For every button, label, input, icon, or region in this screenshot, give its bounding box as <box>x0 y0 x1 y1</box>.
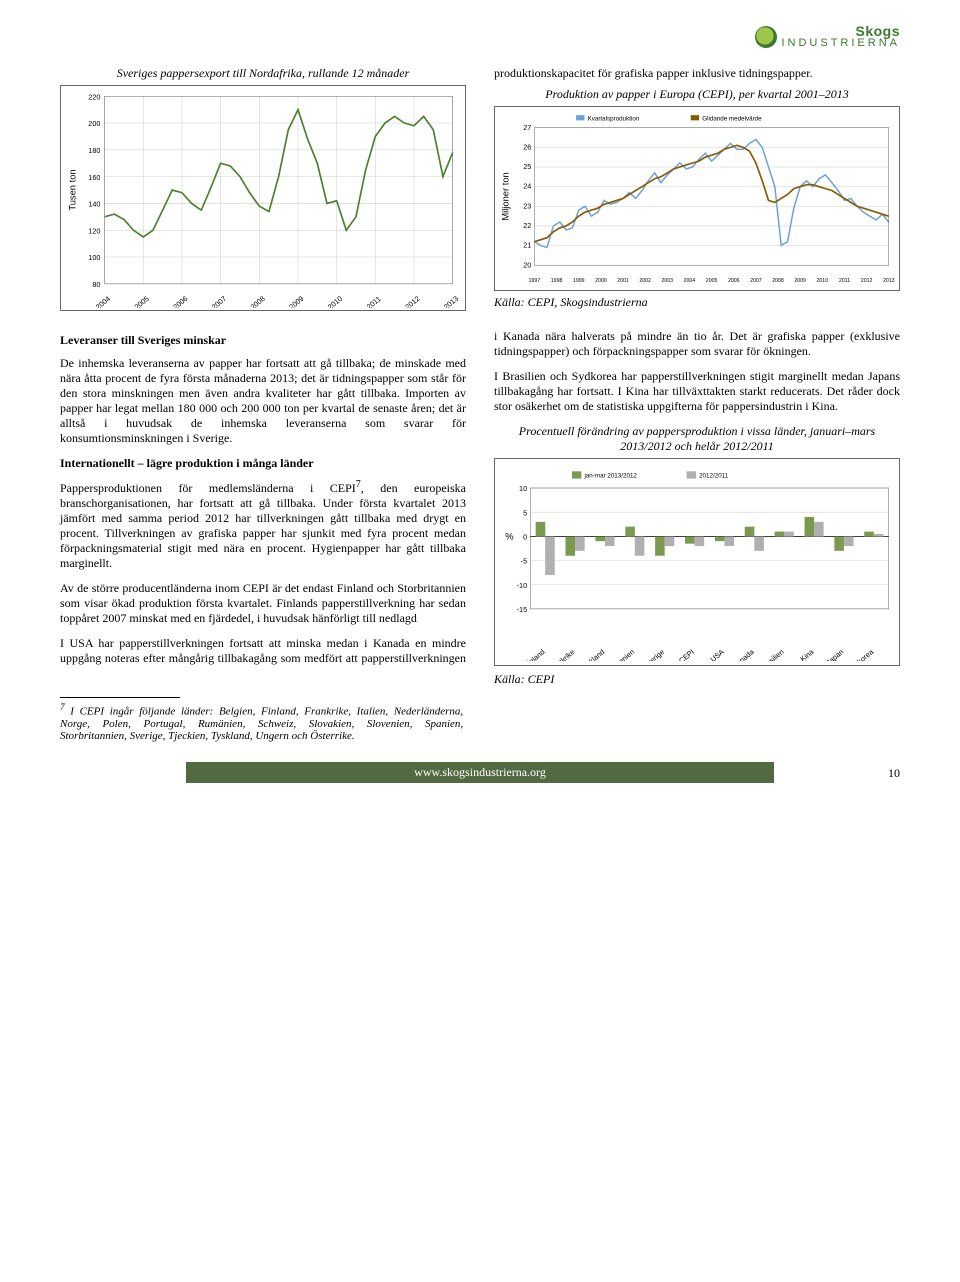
svg-text:2000: 2000 <box>595 277 607 283</box>
footnote-separator <box>60 697 180 698</box>
logo-icon <box>755 26 777 48</box>
svg-text:jan-mar 2013/2012: jan-mar 2013/2012 <box>583 473 637 480</box>
page-footer: www.skogsindustrierna.org 10 <box>60 762 900 783</box>
svg-text:Spanien: Spanien <box>610 648 636 662</box>
svg-text:160: 160 <box>88 172 100 181</box>
svg-text:1999: 1999 <box>573 277 585 283</box>
svg-text:2002: 2002 <box>639 277 651 283</box>
chart2-title: Produktion av papper i Europa (CEPI), pe… <box>494 87 900 102</box>
chart3-svg: -15 -10 -5 0 5 10% jan-mar 2013/2012 2012/2011 F… <box>499 463 895 661</box>
svg-text:Brasilien: Brasilien <box>758 648 785 662</box>
svg-text:25: 25 <box>523 162 531 171</box>
page-number: 10 <box>888 766 900 781</box>
intro-right-text: produktionskapacitet för grafiska papper… <box>494 66 900 81</box>
svg-text:200: 200 <box>88 119 100 128</box>
chart-export-nordafrika: Sveriges pappersexport till Nordafrika, … <box>60 66 466 312</box>
chart3-source: Källa: CEPI <box>494 672 900 687</box>
logo-text: SkogsINDUSTRIERNA <box>781 24 900 49</box>
body-columns: Leveranser till Sveriges minskar De inhe… <box>60 329 900 687</box>
top-charts-row: Sveriges pappersexport till Nordafrika, … <box>60 66 900 312</box>
svg-text:Totalt CEPI: Totalt CEPI <box>662 648 696 662</box>
svg-text:2011: 2011 <box>839 277 850 283</box>
svg-text:2008: 2008 <box>772 277 784 283</box>
right-top-column: produktionskapacitet för grafiska papper… <box>494 66 900 312</box>
svg-text:27: 27 <box>523 122 531 131</box>
svg-text:2007: 2007 <box>210 294 228 309</box>
svg-text:2009: 2009 <box>287 294 305 309</box>
svg-text:2012: 2012 <box>403 294 421 309</box>
svg-text:Finland: Finland <box>522 648 546 662</box>
svg-text:2013: 2013 <box>883 277 895 283</box>
heading-leveranser: Leveranser till Sveriges minskar <box>60 333 466 348</box>
svg-text:Tusen ton: Tusen ton <box>67 169 77 210</box>
svg-text:220: 220 <box>88 92 100 101</box>
footer-url: www.skogsindustrierna.org <box>186 762 774 783</box>
svg-text:24: 24 <box>523 181 531 190</box>
svg-text:2010: 2010 <box>817 277 829 283</box>
para-3: Av de större producentländerna inom CEPI… <box>60 581 466 626</box>
svg-text:Kanada: Kanada <box>731 647 757 661</box>
svg-text:120: 120 <box>88 226 100 235</box>
svg-text:2013: 2013 <box>442 294 460 309</box>
svg-text:21: 21 <box>523 240 531 249</box>
svg-text:-5: -5 <box>521 557 527 566</box>
svg-text:1997: 1997 <box>529 277 541 283</box>
svg-text:Sydkorea: Sydkorea <box>846 647 876 661</box>
svg-text:26: 26 <box>523 142 531 151</box>
svg-text:20: 20 <box>523 260 531 269</box>
chart1-svg: 80 100 120 140 160 180 200 220 2004 2005 2006 2007 2… <box>65 90 461 309</box>
svg-text:%: % <box>505 532 513 542</box>
svg-text:2008: 2008 <box>249 294 267 309</box>
svg-text:2004: 2004 <box>94 294 112 309</box>
svg-text:2005: 2005 <box>133 294 151 309</box>
svg-text:Miljoner ton: Miljoner ton <box>500 172 510 220</box>
heading-internationellt: Internationellt – lägre produktion i mån… <box>60 456 466 471</box>
svg-text:2007: 2007 <box>750 277 762 283</box>
svg-text:-10: -10 <box>517 581 528 590</box>
svg-text:Japan: Japan <box>824 648 845 662</box>
svg-text:2003: 2003 <box>662 277 674 283</box>
svg-text:2012: 2012 <box>861 277 873 283</box>
para-2: Pappersproduktionen för medlemsländerna … <box>60 479 466 571</box>
svg-text:2010: 2010 <box>326 294 344 309</box>
svg-text:2011: 2011 <box>365 294 383 309</box>
svg-text:2009: 2009 <box>794 277 806 283</box>
svg-text:10: 10 <box>519 484 527 493</box>
svg-text:2004: 2004 <box>684 277 696 283</box>
svg-text:23: 23 <box>523 201 531 210</box>
svg-text:Frankrike: Frankrike <box>547 648 576 662</box>
chart3-title: Procentuell förändring av pappersprodukt… <box>494 424 900 454</box>
svg-text:2006: 2006 <box>171 294 189 309</box>
svg-text:2001: 2001 <box>617 277 629 283</box>
svg-text:Kina: Kina <box>798 647 816 661</box>
svg-text:-15: -15 <box>517 605 528 614</box>
svg-text:0: 0 <box>523 533 527 542</box>
para-1: De inhemska leveranserna av papper har f… <box>60 356 466 446</box>
svg-text:Glidande medelvärde: Glidande medelvärde <box>702 115 762 122</box>
svg-text:140: 140 <box>88 199 100 208</box>
svg-text:180: 180 <box>88 145 100 154</box>
chart2-source: Källa: CEPI, Skogsindustrierna <box>494 295 900 310</box>
svg-text:USA: USA <box>708 648 725 662</box>
svg-text:100: 100 <box>88 253 100 262</box>
svg-text:5: 5 <box>523 509 527 518</box>
chart1-title: Sveriges pappersexport till Nordafrika, … <box>60 66 466 81</box>
svg-text:Tyskland: Tyskland <box>578 648 606 662</box>
svg-text:1998: 1998 <box>551 277 563 283</box>
svg-text:Sverige: Sverige <box>641 648 666 662</box>
svg-text:80: 80 <box>92 279 100 288</box>
svg-text:Kvartalsproduktion: Kvartalsproduktion <box>588 115 640 122</box>
header-logo: SkogsINDUSTRIERNA <box>60 24 900 52</box>
svg-text:2006: 2006 <box>728 277 740 283</box>
footnote-text: 7 I CEPI ingår följande länder: Belgien,… <box>60 702 463 742</box>
svg-text:2005: 2005 <box>706 277 718 283</box>
svg-text:2012/2011: 2012/2011 <box>699 473 729 480</box>
para-5: I Brasilien och Sydkorea har papperstill… <box>494 369 900 414</box>
svg-text:22: 22 <box>523 221 531 230</box>
chart2-svg: 20 21 22 23 24 25 26 27 1997 1998 1999 2000 2001 2002… <box>499 111 895 288</box>
